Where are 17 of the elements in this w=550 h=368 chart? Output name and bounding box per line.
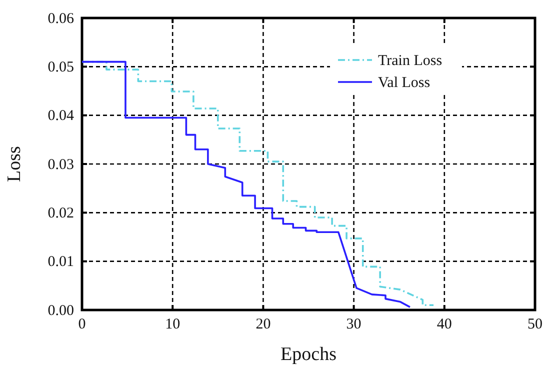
y-tick-label: 0.03 [48,156,74,173]
legend-label: Val Loss [378,75,430,91]
y-tick-label: 0.02 [48,205,74,222]
y-tick-label: 0.00 [48,302,74,319]
y-tick-label: 0.06 [48,10,74,27]
y-axis-title: Loss [4,146,25,182]
y-tick-label: 0.04 [48,108,74,124]
x-tick-label: 20 [256,316,271,333]
x-tick-label: 0 [78,316,86,333]
y-tick-label: 0.05 [48,59,74,76]
y-tick-label: 0.01 [48,254,74,270]
x-tick-label: 10 [165,316,180,333]
x-tick-label: 30 [346,316,362,333]
x-tick-label: 40 [436,316,452,333]
legend-label: Train Loss [378,53,442,69]
x-axis-title: Epochs [280,344,336,365]
x-tick-label: 50 [528,316,542,333]
